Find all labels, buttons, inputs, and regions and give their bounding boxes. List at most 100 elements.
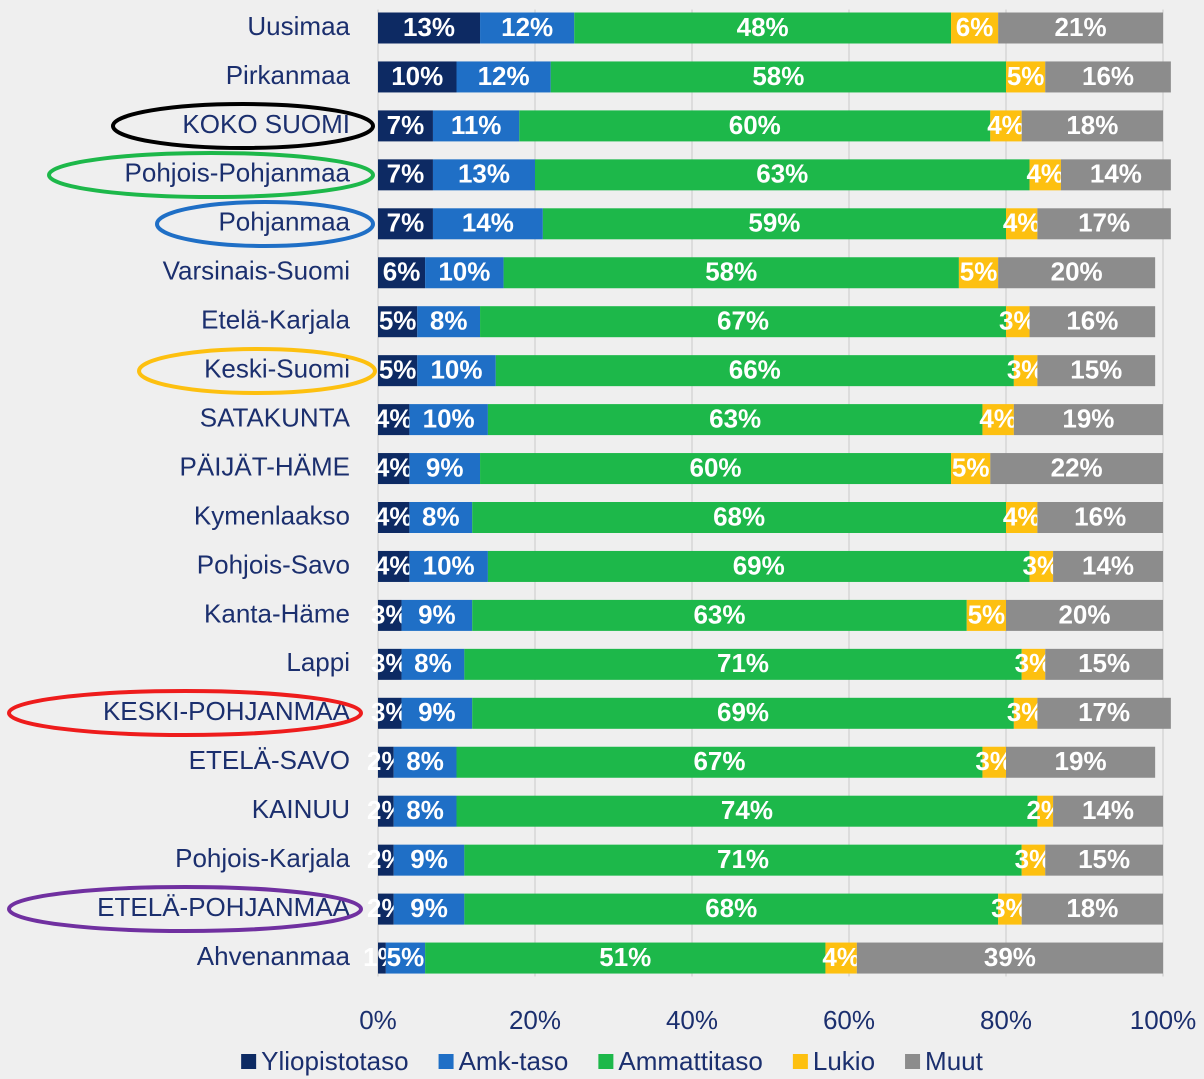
data-label: 4% bbox=[979, 403, 1017, 433]
data-label: 7% bbox=[387, 208, 425, 238]
bar-segment bbox=[982, 404, 1014, 436]
bar-segment bbox=[998, 257, 1156, 289]
highlight-ellipse bbox=[7, 885, 363, 933]
data-label: 9% bbox=[426, 452, 464, 482]
bar-segment bbox=[472, 599, 967, 631]
data-label: 4% bbox=[987, 110, 1025, 140]
bar-segment bbox=[1006, 306, 1030, 338]
data-label: 17% bbox=[1078, 208, 1130, 238]
bar-segment bbox=[480, 12, 575, 44]
bar-segment bbox=[480, 306, 1006, 338]
bar-segment bbox=[480, 453, 952, 485]
bar-segment bbox=[378, 550, 410, 582]
data-label: 10% bbox=[438, 257, 490, 287]
data-label: 15% bbox=[1078, 648, 1130, 678]
data-label: 10% bbox=[430, 355, 482, 385]
data-label: 4% bbox=[1003, 208, 1041, 238]
bar-segment bbox=[1037, 208, 1171, 240]
bar-segment bbox=[393, 844, 465, 876]
data-label: 14% bbox=[462, 208, 514, 238]
bar-segment bbox=[417, 355, 496, 387]
data-label: 63% bbox=[756, 159, 808, 189]
category-label: KAINUU bbox=[252, 794, 350, 824]
data-label: 4% bbox=[1003, 501, 1041, 531]
data-label: 15% bbox=[1078, 844, 1130, 874]
highlights bbox=[7, 102, 377, 933]
bar-segment bbox=[1021, 110, 1163, 142]
data-label: 74% bbox=[721, 795, 773, 825]
bar-segment bbox=[378, 110, 433, 142]
bar-segment bbox=[378, 208, 433, 240]
bar-segment bbox=[1037, 795, 1054, 827]
data-label: 8% bbox=[422, 501, 460, 531]
highlight-ellipse bbox=[137, 347, 377, 395]
bar-segment bbox=[378, 355, 418, 387]
bar-segment bbox=[966, 599, 1006, 631]
bar-segment bbox=[456, 746, 983, 778]
data-label: 4% bbox=[375, 403, 413, 433]
category-label: Uusimaa bbox=[247, 11, 350, 41]
bar-segment bbox=[998, 893, 1022, 925]
data-label: 9% bbox=[418, 599, 456, 629]
data-label: 7% bbox=[387, 159, 425, 189]
bar-segment bbox=[378, 404, 410, 436]
data-label: 12% bbox=[478, 61, 530, 91]
category-label: Kymenlaakso bbox=[194, 500, 350, 530]
category-label: KESKI-POHJANMAA bbox=[103, 696, 351, 726]
data-label: 19% bbox=[1062, 403, 1114, 433]
legend-item: Muut bbox=[905, 1046, 984, 1076]
data-label: 4% bbox=[375, 501, 413, 531]
bar-segment bbox=[472, 502, 1006, 533]
data-label: 66% bbox=[729, 355, 781, 385]
bar-segment bbox=[487, 550, 1030, 582]
data-label: 4% bbox=[375, 452, 413, 482]
bar-segment bbox=[1006, 746, 1156, 778]
bar-segment bbox=[1029, 550, 1054, 582]
data-label: 20% bbox=[1058, 599, 1110, 629]
data-label: 67% bbox=[717, 306, 769, 336]
data-label: 60% bbox=[729, 110, 781, 140]
data-label: 9% bbox=[418, 697, 456, 727]
data-label: 58% bbox=[705, 257, 757, 287]
bar-segment bbox=[1053, 795, 1163, 827]
bar-segment bbox=[401, 648, 465, 680]
data-label: 14% bbox=[1082, 795, 1134, 825]
highlight-ellipse bbox=[155, 200, 375, 248]
legend-item: Ammattitaso bbox=[598, 1046, 763, 1076]
bar-segment bbox=[1021, 893, 1163, 925]
category-label: SATAKUNTA bbox=[200, 402, 351, 432]
bar-segment bbox=[1013, 355, 1038, 387]
legend-label: Ammattitaso bbox=[618, 1046, 763, 1076]
category-label: Keski-Suomi bbox=[204, 354, 350, 384]
legend-label: Yliopistotaso bbox=[261, 1046, 408, 1076]
data-label: 13% bbox=[403, 12, 455, 42]
bar-segment bbox=[409, 453, 481, 485]
data-label: 6% bbox=[956, 12, 994, 42]
data-label: 16% bbox=[1074, 501, 1126, 531]
bar-segment bbox=[378, 61, 457, 93]
bar-segment bbox=[825, 942, 857, 974]
data-label: 67% bbox=[693, 746, 745, 776]
data-label: 22% bbox=[1051, 452, 1103, 482]
bar-segment bbox=[1006, 502, 1038, 533]
category-label: Varsinais-Suomi bbox=[163, 256, 350, 286]
data-label: 5% bbox=[952, 452, 990, 482]
data-label: 5% bbox=[1007, 61, 1045, 91]
bar-segment bbox=[1006, 61, 1046, 93]
bar-segment bbox=[1045, 61, 1171, 93]
data-label: 10% bbox=[423, 403, 475, 433]
bar-segment bbox=[378, 697, 402, 729]
category-label: Pirkanmaa bbox=[226, 60, 351, 90]
bar-segment bbox=[456, 61, 551, 93]
bar-segment bbox=[378, 257, 426, 289]
data-label: 8% bbox=[430, 306, 468, 336]
bar-segment bbox=[464, 844, 1022, 876]
data-label: 10% bbox=[423, 550, 475, 580]
category-label: ETELÄ-SAVO bbox=[189, 745, 350, 775]
data-label: 4% bbox=[375, 550, 413, 580]
data-label: 69% bbox=[733, 550, 785, 580]
bar-segment bbox=[464, 648, 1022, 680]
data-label: 15% bbox=[1070, 355, 1122, 385]
bar-segment bbox=[378, 159, 433, 191]
bar-segment bbox=[378, 942, 386, 974]
